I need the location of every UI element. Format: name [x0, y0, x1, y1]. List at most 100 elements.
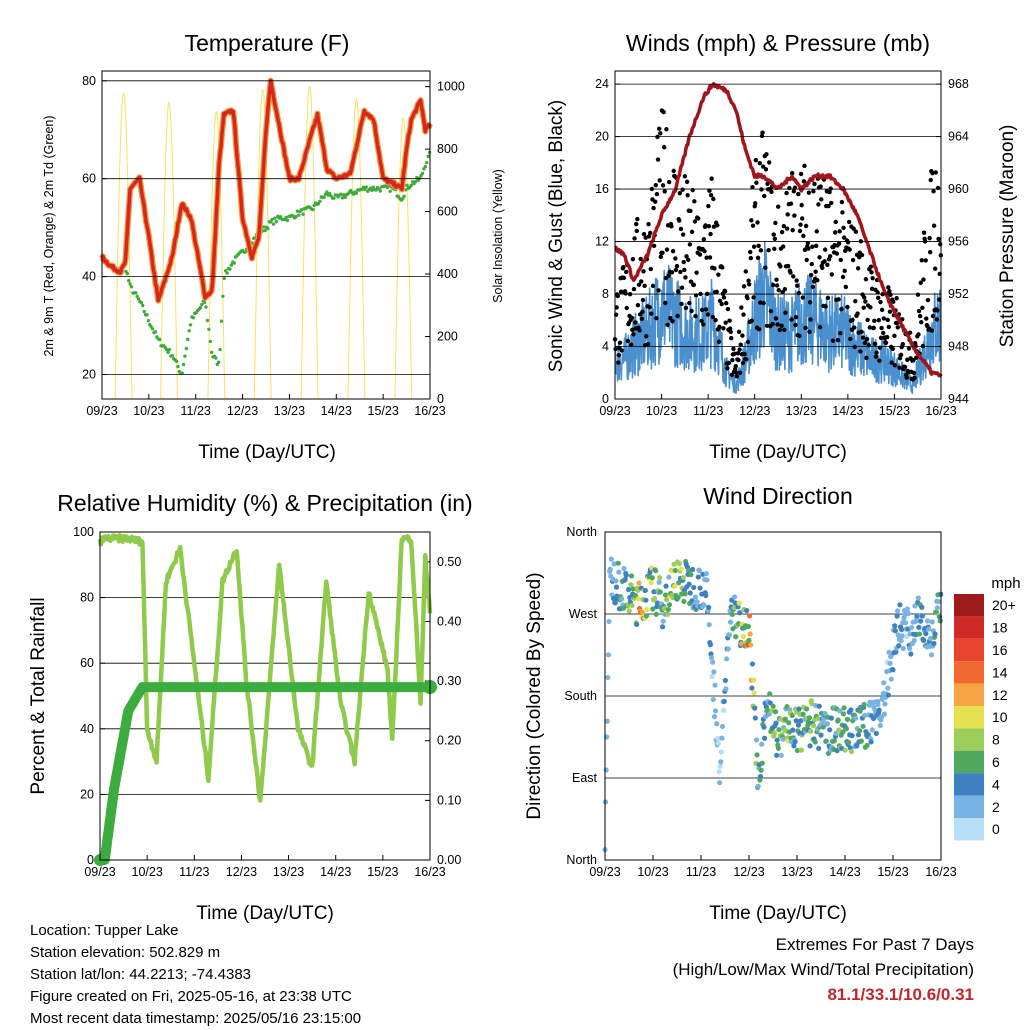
humidity-y2tick-label: 0.00 — [437, 853, 461, 867]
dewpoint-point — [405, 183, 409, 188]
direction-point — [604, 718, 610, 724]
gust-point — [680, 187, 685, 192]
gust-point — [707, 255, 713, 260]
gust-point — [869, 286, 875, 291]
dewpoint-point — [318, 199, 322, 203]
temperature-xtick-label: 09/23 — [86, 404, 117, 418]
gust-point — [731, 346, 736, 352]
gust-point — [765, 181, 770, 187]
direction-point — [721, 707, 727, 713]
gust-point — [801, 179, 807, 184]
gust-point — [749, 318, 755, 323]
direction-point — [660, 618, 666, 624]
direction-point — [774, 737, 780, 743]
gust-point — [787, 185, 792, 191]
direction-point — [821, 716, 827, 722]
direction-point — [697, 585, 703, 591]
dewpoint-point — [423, 164, 428, 169]
direction-point — [666, 574, 672, 580]
dewpoint-point — [202, 300, 207, 305]
gust-point — [825, 262, 830, 268]
direction-point — [822, 710, 828, 717]
dewpoint-point — [186, 337, 190, 342]
direction-point — [899, 626, 905, 633]
direction-ylabel-left: Direction (Colored By Speed) — [524, 572, 545, 819]
gust-point — [772, 236, 778, 241]
direction-point — [820, 724, 826, 730]
winds-xtick-label: 10/23 — [646, 404, 677, 418]
direction-point — [710, 696, 716, 703]
gust-point — [779, 229, 785, 235]
gust-point — [808, 317, 813, 322]
direction-point — [650, 606, 656, 612]
gust-point — [740, 360, 746, 366]
gust-point — [638, 256, 643, 262]
winds-xtick-label: 14/23 — [832, 404, 863, 418]
direction-point — [726, 632, 733, 638]
gust-point — [677, 190, 683, 196]
winds-xtick-label: 13/23 — [786, 404, 817, 418]
dewpoint-point — [125, 271, 130, 276]
gust-point — [816, 202, 821, 207]
gust-point — [928, 177, 933, 183]
dewpoint-point — [127, 279, 131, 283]
direction-point — [772, 709, 779, 715]
temperature-ytick-label: 80 — [82, 74, 96, 88]
direction-point — [657, 575, 663, 581]
direction-point — [835, 717, 841, 723]
direction-point — [752, 705, 758, 711]
gust-point — [636, 282, 642, 287]
direction-point — [644, 606, 650, 613]
direction-point — [918, 618, 924, 624]
gust-point — [848, 336, 853, 342]
direction-point — [759, 741, 765, 747]
humidity-xtick-label: 12/23 — [226, 865, 257, 879]
gust-point — [745, 295, 750, 301]
direction-point — [776, 727, 782, 733]
gust-point — [730, 357, 735, 363]
dewpoint-point — [402, 194, 406, 198]
gust-point — [679, 285, 685, 290]
dewpoint-point — [216, 360, 221, 364]
humidity-ytick-label: 40 — [80, 722, 94, 736]
gust-point — [654, 191, 660, 197]
winds-xtick-label: 12/23 — [739, 404, 770, 418]
direction-point — [793, 718, 799, 724]
direction-point — [719, 723, 726, 730]
winds-y2tick-label: 952 — [948, 287, 969, 301]
gust-point — [699, 318, 704, 324]
direction-ytick-label: East — [572, 771, 598, 785]
gust-point — [686, 257, 691, 263]
direction-point — [676, 580, 682, 586]
gust-point — [841, 225, 846, 230]
direction-point — [692, 594, 699, 600]
gust-point — [683, 305, 689, 311]
gust-point — [614, 305, 619, 310]
direction-point — [729, 611, 735, 618]
direction-point — [823, 738, 829, 744]
dewpoint-point — [273, 216, 277, 220]
gust-point — [783, 310, 788, 315]
dewpoint-point — [188, 323, 193, 327]
winds-ytick-label: 8 — [602, 287, 609, 301]
gust-point — [775, 204, 781, 209]
direction-point — [844, 716, 851, 722]
gust-point — [629, 342, 634, 347]
gust-point — [656, 126, 662, 131]
gust-point — [774, 277, 779, 282]
gust-point — [870, 275, 875, 281]
gust-point — [753, 157, 759, 163]
temperature-xtick-label: 11/23 — [181, 404, 211, 418]
gust-point — [651, 243, 657, 249]
gust-point — [677, 218, 682, 223]
direction-point — [865, 731, 871, 738]
direction-point — [653, 568, 659, 574]
gust-point — [662, 189, 667, 194]
direction-point — [628, 582, 634, 588]
gust-point — [771, 232, 776, 237]
direction-point — [868, 739, 874, 745]
direction-point — [723, 686, 729, 692]
direction-point — [914, 613, 920, 619]
direction-title: Wind Direction — [703, 483, 853, 509]
gust-point — [916, 308, 922, 314]
